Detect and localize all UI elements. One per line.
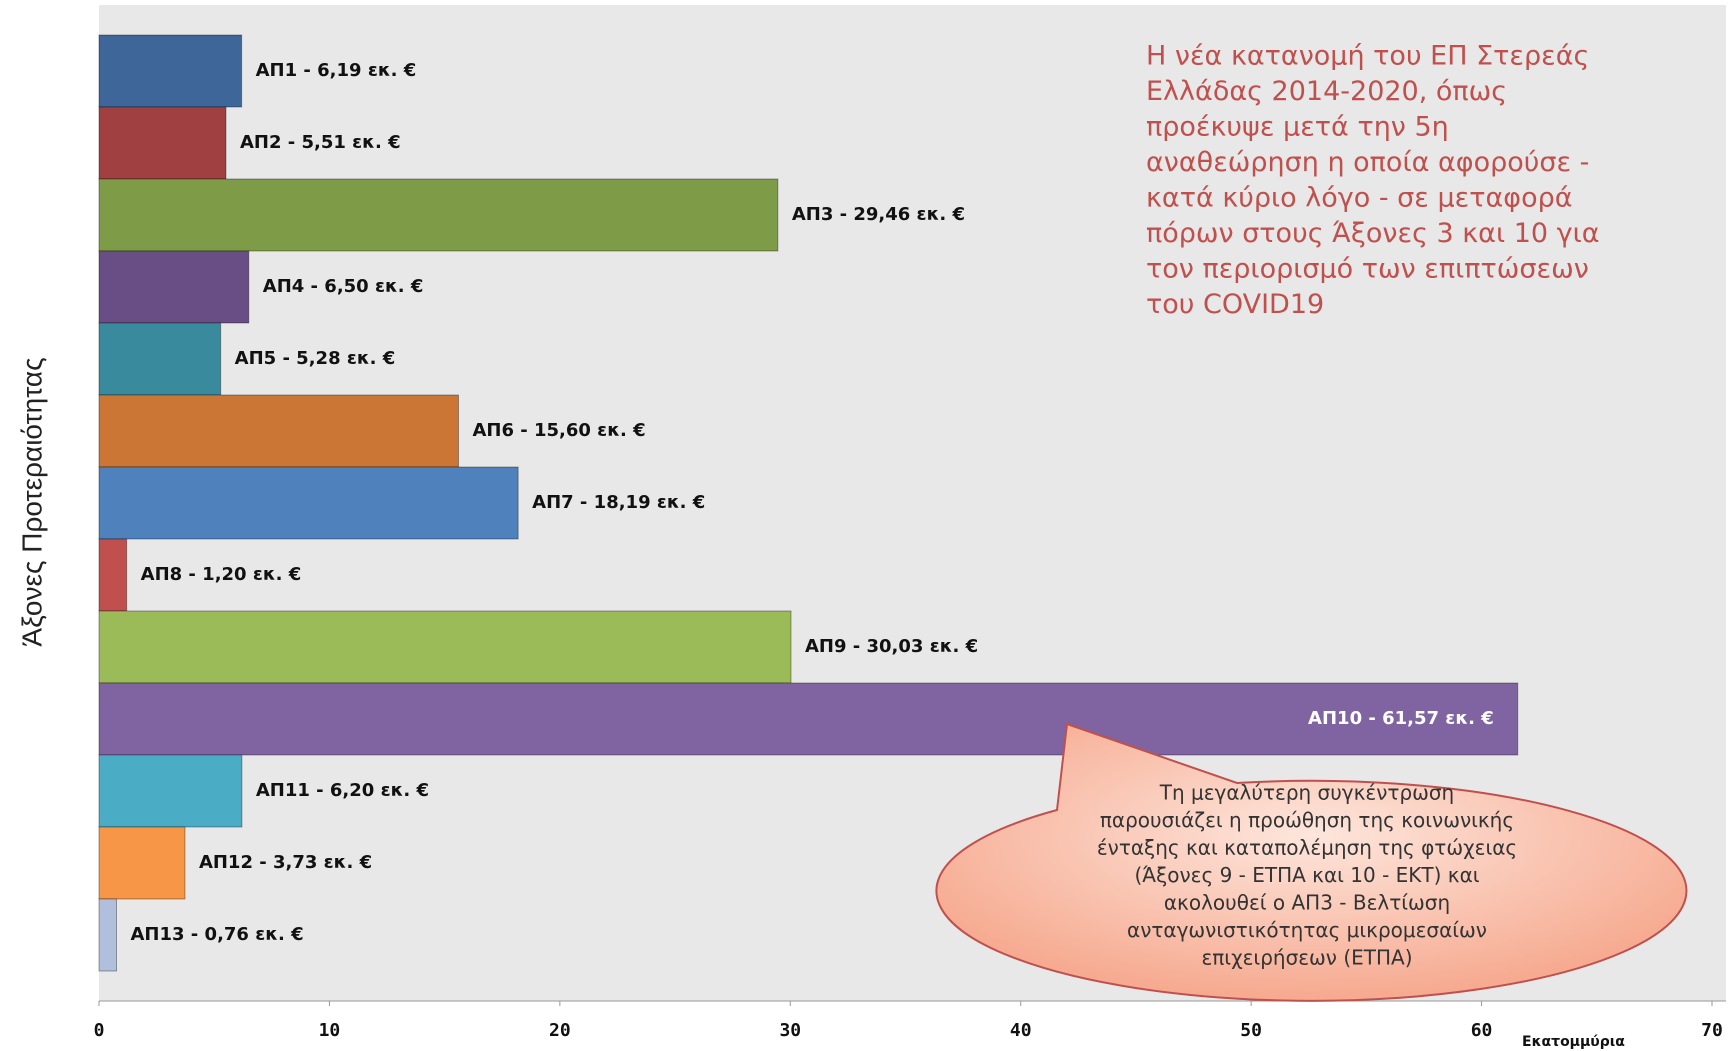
data-label: ΑΠ7 - 18,19 εκ. € [532, 492, 705, 513]
bar [98, 826, 186, 900]
data-label: ΑΠ8 - 1,20 εκ. € [141, 564, 302, 585]
x-tick-label: 40 [1010, 1020, 1032, 1041]
callout-bubble [935, 722, 1688, 1002]
data-label: ΑΠ3 - 29,46 εκ. € [792, 204, 965, 225]
x-tick-label: 10 [319, 1020, 341, 1041]
data-label: ΑΠ5 - 5,28 εκ. € [235, 348, 396, 369]
bar [98, 34, 243, 108]
data-label: ΑΠ12 - 3,73 εκ. € [199, 852, 372, 873]
bar [98, 106, 227, 180]
callout-line: ανταγωνιστικότητας μικρομεσαίων [1127, 918, 1487, 942]
callout-line: Τη μεγαλύτερη συγκέντρωση [1159, 781, 1454, 805]
x-tick-label: 20 [549, 1020, 571, 1041]
data-label: ΑΠ10 - 61,57 εκ. € [1308, 708, 1494, 729]
data-label: ΑΠ1 - 6,19 εκ. € [256, 60, 417, 81]
data-label: ΑΠ4 - 6,50 εκ. € [263, 276, 424, 297]
bar [98, 682, 1519, 756]
bar [98, 322, 222, 396]
annotation-line: αναθεώρηση η οποία αφορούσε - [1146, 147, 1589, 178]
bar [98, 250, 250, 324]
bar [98, 754, 243, 828]
bar [98, 466, 519, 540]
annotation-line: τον περιορισμό των επιπτώσεων [1146, 254, 1589, 285]
bar [98, 538, 128, 612]
data-label: ΑΠ6 - 15,60 εκ. € [472, 420, 645, 441]
bar [98, 178, 779, 252]
x-tick-label: 70 [1701, 1020, 1723, 1041]
annotation-line: του COVID19 [1146, 289, 1324, 320]
annotation-line: Ελλάδας 2014-2020, όπως [1146, 76, 1507, 107]
callout-line: ακολουθεί ο ΑΠ3 - Βελτίωση [1164, 891, 1450, 915]
y-axis-label: Άξονες Προτεραιότητας [16, 357, 47, 646]
x-tick-label: 60 [1471, 1020, 1493, 1041]
callout-line: ένταξης και καταπολέμηση της φτώχειας [1097, 836, 1517, 860]
x-axis-label: Εκατομμύρια [1522, 1034, 1625, 1050]
data-label: ΑΠ9 - 30,03 εκ. € [805, 636, 978, 657]
bar [98, 394, 459, 468]
callout-line: (Άξονες 9 - ΕΤΠΑ και 10 - ΕΚΤ) και [1134, 863, 1479, 887]
annotation-line: προέκυψε μετά την 5η [1146, 112, 1449, 143]
x-tick-label: 50 [1240, 1020, 1262, 1041]
annotation-line: Η νέα κατανομή του ΕΠ Στερεάς [1146, 41, 1589, 72]
bar [98, 610, 792, 684]
data-label: ΑΠ2 - 5,51 εκ. € [240, 132, 401, 153]
bar [98, 898, 118, 972]
data-label: ΑΠ13 - 0,76 εκ. € [131, 924, 304, 945]
annotation-line: κατά κύριο λόγο - σε μεταφορά [1146, 183, 1573, 214]
data-label: ΑΠ11 - 6,20 εκ. € [256, 780, 429, 801]
callout-line: επιχειρήσεων (ΕΤΠΑ) [1201, 946, 1412, 970]
x-tick-label: 0 [94, 1020, 105, 1041]
callout-line: παρουσιάζει η προώθηση της κοινωνικής [1100, 808, 1514, 832]
annotation-line: πόρων στους Άξονες 3 και 10 για [1146, 218, 1600, 249]
x-tick-label: 30 [779, 1020, 801, 1041]
